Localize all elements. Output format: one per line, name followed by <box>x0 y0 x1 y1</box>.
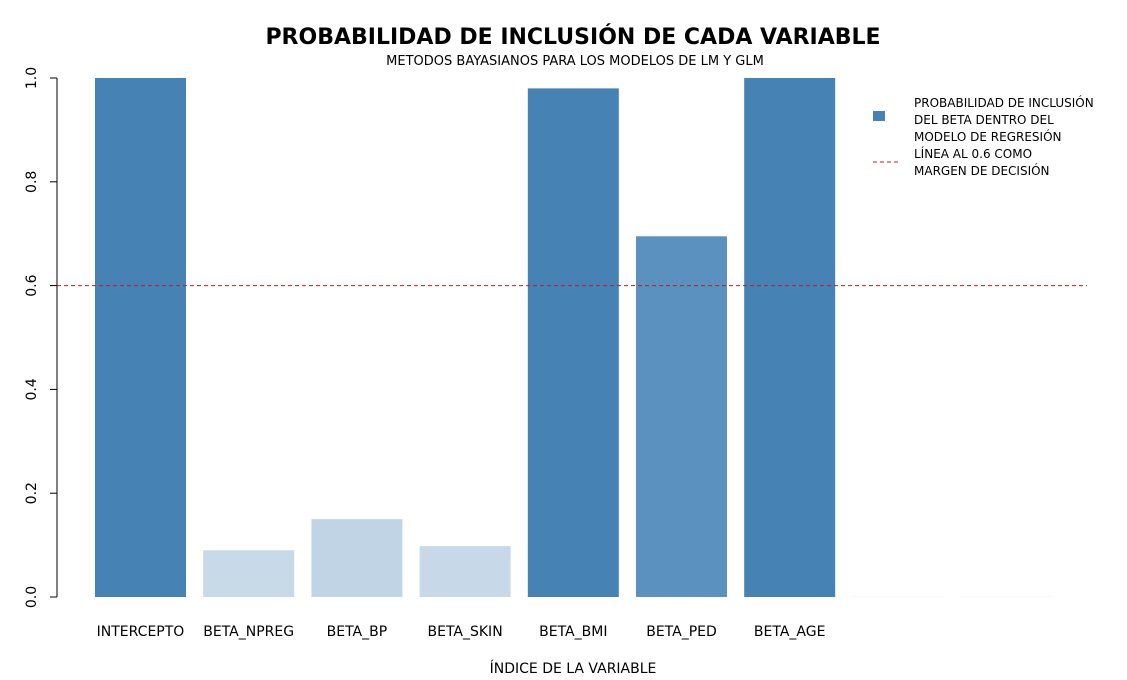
bar <box>636 236 727 598</box>
chart-title: PROBABILIDAD DE INCLUSIÓN DE CADA VARIAB… <box>265 24 880 50</box>
y-tick-label: 0.6 <box>24 274 40 296</box>
y-tick-label: 0.4 <box>24 378 40 400</box>
bar <box>203 550 295 597</box>
y-axis: 0.0 0.2 0.4 0.6 0.8 1.0 <box>24 67 58 608</box>
bar <box>311 519 403 597</box>
y-tick-label: 0.8 <box>24 171 40 193</box>
bar <box>960 596 1052 597</box>
legend-label-line: PROBABILIDAD DE INCLUSIÓN <box>914 95 1094 110</box>
bar <box>527 88 619 597</box>
legend-label-line: MARGEN DE DECISIÓN <box>914 163 1050 178</box>
y-tick-label: 0.0 <box>24 586 40 608</box>
y-tick-label: 1.0 <box>24 67 40 89</box>
legend: PROBABILIDAD DE INCLUSIÓN DEL BETA DENTRO… <box>873 95 1094 178</box>
category-label: BETA_AGE <box>754 624 826 640</box>
legend-swatch-box <box>873 111 885 121</box>
x-axis-title: ÍNDICE DE LA VARIABLE <box>490 660 657 677</box>
category-label: BETA_BMI <box>539 624 607 640</box>
chart-subtitle: METODOS BAYASIANOS PARA LOS MODELOS DE L… <box>386 54 764 69</box>
legend-label-line: LÍNEA AL 0.6 COMO <box>914 146 1032 161</box>
bar <box>852 596 944 597</box>
legend-label-line: MODELO DE REGRESIÓN <box>914 129 1062 144</box>
category-labels: INTERCEPTO BETA_NPREG BETA_BP BETA_SKIN BETA… <box>97 624 826 640</box>
y-tick-label: 0.2 <box>24 482 40 504</box>
category-label: BETA_BP <box>327 624 388 640</box>
bars-group <box>95 78 1052 598</box>
bar <box>95 78 186 597</box>
category-label: BETA_SKIN <box>428 624 503 640</box>
bar <box>744 78 836 597</box>
category-label: BETA_NPREG <box>203 624 294 640</box>
category-label: INTERCEPTO <box>97 624 185 640</box>
bar <box>419 546 511 597</box>
legend-label-line: DEL BETA DENTRO DEL <box>914 113 1054 127</box>
category-label: BETA_PED <box>646 624 717 640</box>
